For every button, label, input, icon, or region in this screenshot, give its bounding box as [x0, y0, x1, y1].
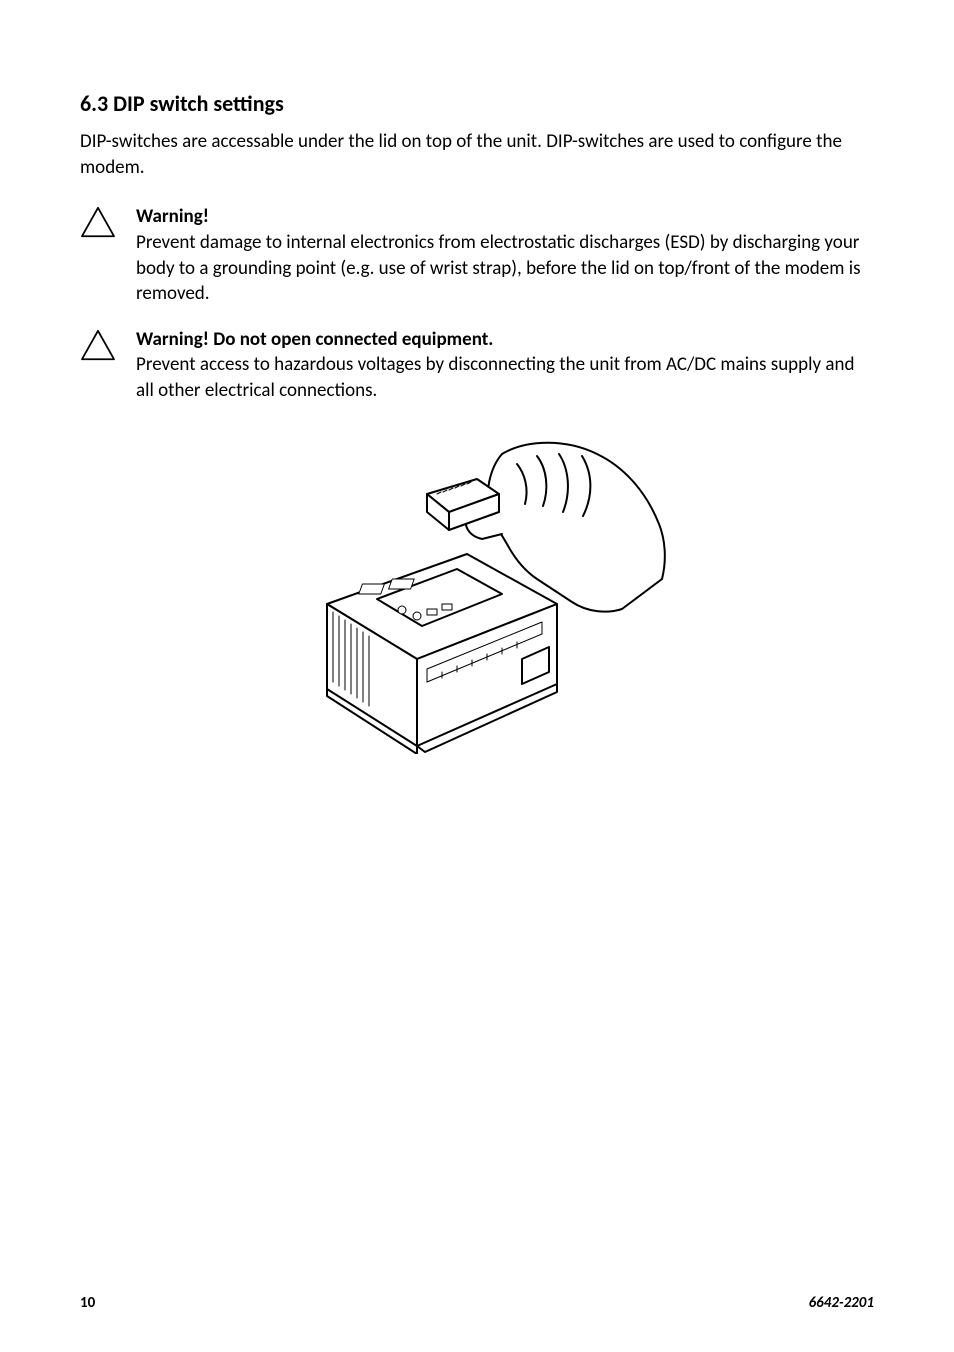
warning-text: Prevent damage to internal electronics f…: [136, 231, 861, 305]
warning-block: Warning! Prevent damage to internal elec…: [80, 204, 874, 307]
page: 6.3 DIP switch settings DIP-switches are…: [0, 0, 954, 1352]
warning-triangle-icon: [80, 204, 136, 238]
warning-body: Warning! Do not open connected equipment…: [136, 327, 874, 404]
document-id: 6642-2201: [809, 1294, 874, 1312]
section-intro: DIP-switches are accessable under the li…: [80, 129, 874, 180]
warning-body: Warning! Prevent damage to internal elec…: [136, 204, 874, 307]
page-footer: 10 6642-2201: [80, 1294, 874, 1312]
warning-heading: Warning! Do not open connected equipment…: [136, 328, 493, 351]
section-title: 6.3 DIP switch settings: [80, 90, 874, 117]
warning-block: Warning! Do not open connected equipment…: [80, 327, 874, 404]
warning-text: Prevent access to hazardous voltages by …: [136, 353, 854, 402]
illustration-container: [80, 434, 874, 754]
warning-heading: Warning!: [136, 205, 209, 228]
page-number: 10: [80, 1294, 95, 1312]
warning-triangle-icon: [80, 327, 136, 361]
modem-illustration: [267, 434, 687, 754]
